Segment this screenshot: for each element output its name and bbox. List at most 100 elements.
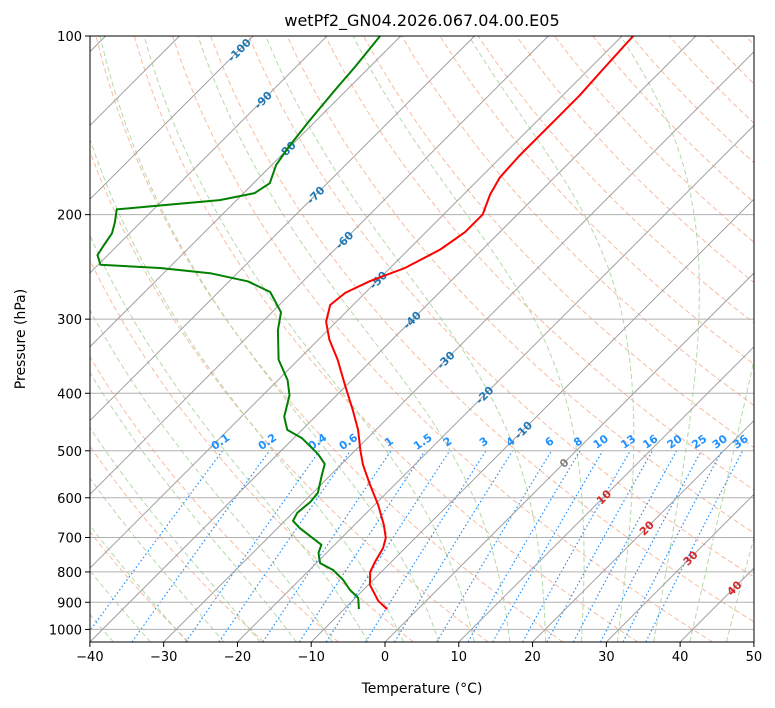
dry-adiabat: [745, 36, 754, 46]
profiles: [96, 36, 634, 610]
dry-adiabat: [515, 36, 754, 284]
mixing-ratio-label: 36: [731, 432, 751, 452]
moist-adiabat: [90, 426, 261, 642]
dry-adiabat: [363, 36, 754, 449]
mixing-ratio-line: [546, 450, 653, 642]
mixing-ratio-label: 20: [665, 432, 685, 452]
isotherm: [90, 36, 402, 348]
isotherm-label: -100: [225, 36, 254, 65]
dry-adiabat: [630, 36, 754, 164]
mixing-ratio-line: [325, 450, 451, 642]
dry-adiabat: [439, 36, 754, 365]
y-tick-label: 100: [57, 30, 82, 45]
mixing-ratio-label: 3: [477, 434, 491, 449]
mixing-ratio-line: [131, 450, 270, 642]
dry-adiabat: [95, 36, 564, 642]
dry-adiabat: [90, 531, 190, 642]
isotherm: [753, 641, 754, 642]
mixing-ratio-label: 30: [710, 432, 730, 452]
moist-adiabat: [468, 36, 635, 642]
moist-adiabat: [689, 357, 754, 642]
axes: −40 −30 −20 −10 0 10 20 30 40 5010020030040050060…: [49, 30, 762, 665]
background-lines: [90, 36, 754, 642]
mixing-ratio-label: 10: [591, 432, 611, 452]
x-axis-label: Temperature (°C): [361, 681, 483, 697]
y-tick-label: 900: [57, 596, 82, 611]
temperature-line: [325, 36, 634, 610]
mixing-ratio-label: 25: [689, 432, 709, 451]
y-tick-label: 500: [57, 445, 82, 460]
mixing-ratio-line: [365, 450, 487, 642]
mixing-ratio-label: 13: [618, 432, 638, 451]
plot-frame: [89, 35, 755, 643]
x-tick-label: −20: [224, 650, 251, 665]
isotherm: [90, 36, 549, 496]
isotherm: [384, 272, 754, 642]
x-tick-label: 30: [598, 650, 615, 665]
isotherm: [90, 36, 623, 569]
moist-adiabat: [90, 308, 333, 642]
moist-adiabat: [620, 36, 700, 642]
moist-adiabat: [265, 36, 547, 642]
moist-adiabat: [143, 36, 475, 642]
dry-adiabat: [668, 36, 754, 124]
isotherm: [458, 346, 754, 642]
x-tick-label: 0: [381, 650, 389, 665]
isotherm: [90, 36, 697, 642]
x-tick-label: 40: [672, 650, 689, 665]
isotherm: [532, 419, 754, 642]
isotherm: [90, 36, 475, 422]
chart-title: wetPf2_GN04.2026.067.04.00.E05: [284, 11, 559, 31]
moist-adiabat: [90, 234, 369, 642]
mixing-ratio-line: [645, 450, 744, 642]
moist-adiabat: [197, 36, 511, 642]
mixing-ratio-line: [572, 450, 678, 642]
mixing-ratio-label: 6: [543, 434, 557, 449]
mixing-ratio-line: [522, 450, 631, 642]
moist-adiabat: [90, 138, 404, 642]
isotherm: [237, 124, 754, 642]
mixing-ratio-label: 16: [640, 432, 660, 452]
isotherm: [90, 36, 328, 274]
moist-adiabat: [99, 36, 440, 642]
mixing-ratio-label: 0.2: [256, 431, 279, 453]
y-tick-label: 800: [57, 566, 82, 581]
mixing-ratio-label: 1.5: [411, 431, 434, 453]
mixing-ratio-line: [90, 450, 223, 632]
mixing-ratio-line: [599, 450, 702, 642]
y-tick-label: 600: [57, 492, 82, 507]
isotherm: [605, 493, 754, 642]
mixing-ratio-line: [262, 450, 392, 642]
mixing-ratio-line: [218, 450, 351, 642]
x-tick-label: 10: [451, 650, 468, 665]
x-tick-label: 50: [746, 650, 763, 665]
dry-adiabat: [90, 149, 489, 642]
dry-adiabat: [171, 36, 713, 642]
dry-adiabat: [90, 445, 265, 642]
dry-adiabat: [324, 36, 754, 491]
isotherm: [310, 198, 754, 642]
y-tick-label: 200: [57, 209, 82, 224]
x-tick-label: 20: [524, 650, 541, 665]
isotherm: [163, 50, 754, 642]
x-tick-label: −10: [298, 650, 325, 665]
mixing-ratio-label: 2: [441, 434, 455, 449]
moist-adiabat: [90, 371, 297, 642]
mixing-ratio-line: [298, 450, 426, 642]
y-axis-label: Pressure (hPa): [13, 289, 29, 389]
dry-adiabat: [90, 259, 414, 642]
isotherm: [679, 567, 754, 642]
moist-adiabat: [352, 36, 585, 642]
dry-adiabat: [592, 36, 754, 204]
y-tick-label: 700: [57, 532, 82, 547]
dry-adiabat: [90, 355, 339, 642]
mixing-ratio-line: [436, 450, 553, 642]
y-tick-label: 1000: [49, 623, 82, 638]
dewpoint-line: [96, 36, 381, 610]
dry-adiabat: [554, 36, 754, 243]
dry-adiabat: [133, 36, 638, 642]
y-tick-label: 300: [57, 313, 82, 328]
dry-adiabat: [707, 36, 754, 85]
mixing-ratio-line: [185, 450, 320, 642]
dry-adiabat: [210, 36, 754, 623]
